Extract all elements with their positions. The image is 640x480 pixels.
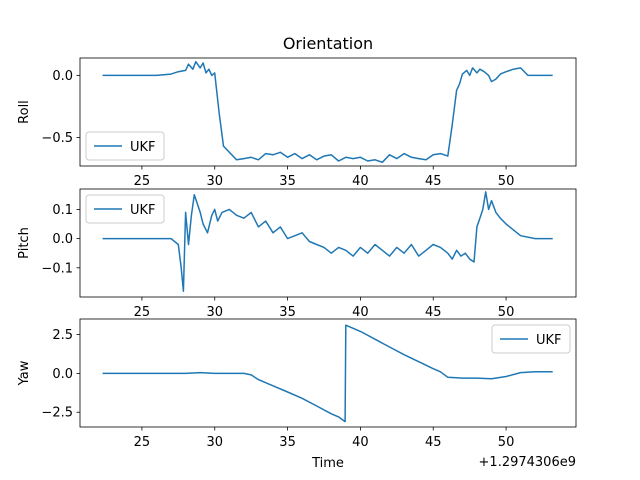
x-tick-label: 35 <box>279 435 296 450</box>
legend-box <box>85 194 165 224</box>
y-tick-label: 0.0 <box>52 69 73 84</box>
y-tick-label: −0.1 <box>41 261 73 276</box>
y-axis-label: Pitch <box>17 227 32 259</box>
legend-label: UKF <box>130 203 156 218</box>
x-tick-label: 40 <box>352 305 369 320</box>
x-tick-label: 45 <box>425 435 442 450</box>
y-tick-label: −2.5 <box>41 406 73 421</box>
x-tick-label: 30 <box>206 174 223 189</box>
x-tick-label: 50 <box>498 305 515 320</box>
x-tick-label: 40 <box>352 435 369 450</box>
legend-box <box>491 324 571 354</box>
x-tick-label: 40 <box>352 174 369 189</box>
axes-frame <box>79 188 577 298</box>
y-tick-label: 2.5 <box>52 328 73 343</box>
series-line-pitch-0 <box>102 191 553 292</box>
x-tick-label: 25 <box>134 305 151 320</box>
legend-label: UKF <box>536 333 562 348</box>
y-tick-label: 0.0 <box>52 367 73 382</box>
x-tick-label: 30 <box>206 305 223 320</box>
x-axis-label: Time <box>311 456 344 471</box>
x-tick-label: 45 <box>425 305 442 320</box>
x-tick-label: 35 <box>279 174 296 189</box>
x-tick-label: 25 <box>134 435 151 450</box>
y-tick-label: 0.0 <box>52 232 73 247</box>
series-line-roll-0 <box>102 60 553 164</box>
x-offset-label: +1.2974306e9 <box>479 455 576 470</box>
x-tick-label: 25 <box>134 174 151 189</box>
x-tick-label: 45 <box>425 174 442 189</box>
x-tick-label: 30 <box>206 435 223 450</box>
legend-box <box>85 131 165 161</box>
x-tick-label: 35 <box>279 305 296 320</box>
series-line-yaw-0 <box>102 324 553 423</box>
y-tick-label: −0.5 <box>41 131 73 146</box>
x-tick-label: 50 <box>498 435 515 450</box>
y-axis-label: Roll <box>17 100 32 124</box>
y-axis-label: Yaw <box>17 360 32 386</box>
legend-label: UKF <box>130 140 156 155</box>
y-tick-label: 0.1 <box>52 203 73 218</box>
axes-frame <box>79 57 577 167</box>
x-tick-label: 50 <box>498 174 515 189</box>
chart-title: Orientation <box>283 34 373 53</box>
